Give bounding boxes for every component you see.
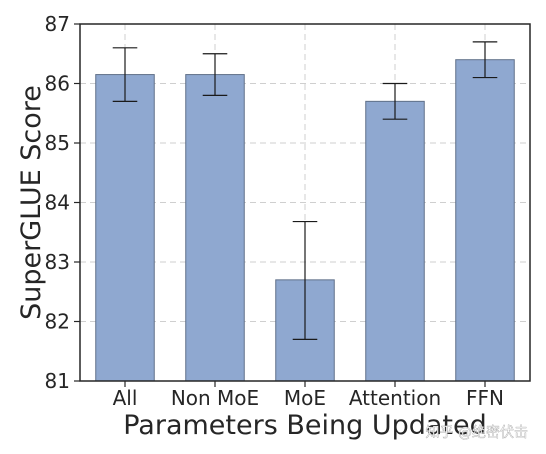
x-tick-label: All [113, 386, 138, 410]
bars [95, 59, 515, 382]
x-tick-label: Attention [349, 386, 441, 410]
y-tick-label: 84 [45, 191, 70, 215]
grid-lines [80, 24, 530, 381]
bar-ffn [455, 59, 515, 382]
x-tick-label: MoE [284, 386, 326, 410]
bar-all [95, 74, 155, 382]
x-axis-title: Parameters Being Updated [123, 410, 487, 441]
bar-non-moe [185, 74, 245, 382]
error-bar-non-moe [202, 53, 228, 97]
watermark-text: 知乎 @绝密伏击 [426, 424, 528, 441]
y-tick-label: 82 [45, 310, 70, 334]
y-tick-label: 86 [45, 72, 70, 96]
error-bar-moe [292, 220, 318, 340]
error-bar-attention [382, 82, 408, 120]
bar-attention [365, 100, 425, 382]
error-bars [112, 41, 498, 340]
y-tick-label: 85 [45, 131, 70, 155]
y-axis-title: SuperGLUE Score [16, 85, 47, 320]
error-bar-all [112, 47, 138, 102]
y-tick-label: 83 [45, 250, 70, 274]
y-tick-label: 81 [45, 369, 70, 393]
y-axis-ticks: 81 82 83 84 85 86 87 [45, 12, 80, 393]
x-tick-label: FFN [466, 386, 504, 410]
x-tick-label: Non MoE [171, 386, 259, 410]
x-axis-ticks: All Non MoE MoE Attention FFN [113, 381, 504, 410]
y-tick-label: 87 [45, 12, 70, 36]
error-bar-ffn [472, 41, 498, 79]
